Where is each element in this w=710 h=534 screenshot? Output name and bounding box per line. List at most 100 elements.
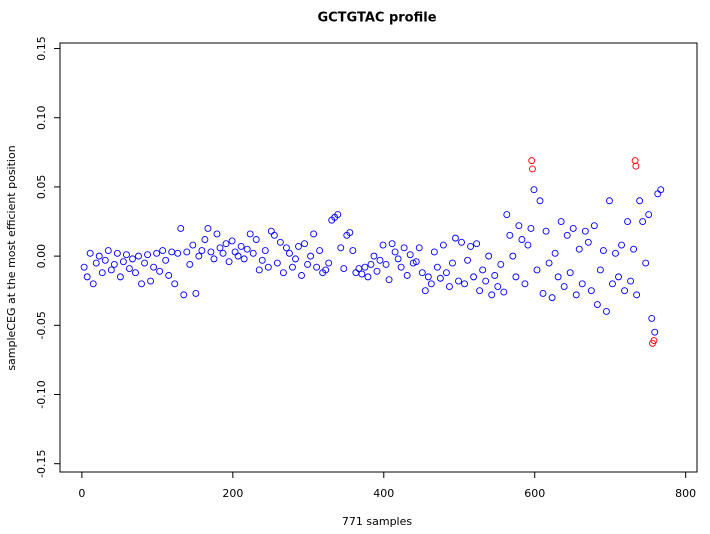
point — [529, 165, 536, 173]
point — [364, 273, 372, 281]
point — [527, 224, 535, 232]
point — [174, 249, 182, 257]
point — [388, 240, 396, 248]
point — [452, 234, 459, 242]
point — [159, 247, 167, 255]
point — [258, 256, 266, 264]
point — [528, 157, 536, 165]
point — [261, 247, 269, 255]
point — [180, 291, 188, 299]
point — [518, 236, 526, 243]
chart-title: GCTGTAC profile — [317, 11, 436, 26]
point — [554, 273, 562, 281]
x-axis-label: 771 samples — [342, 515, 412, 528]
point — [243, 245, 251, 253]
y-tick-label: 0.00 — [35, 244, 48, 269]
point — [361, 263, 369, 271]
point — [630, 245, 638, 253]
point — [642, 259, 650, 267]
point — [367, 260, 375, 268]
point — [548, 294, 556, 302]
point — [584, 238, 592, 246]
point — [249, 249, 257, 257]
point — [219, 249, 227, 257]
point — [113, 249, 121, 257]
point — [107, 266, 115, 274]
y-axis-label: sampleCEG at the most efficient position — [5, 145, 18, 370]
point — [415, 244, 423, 252]
point — [150, 263, 158, 271]
point — [506, 231, 514, 239]
point — [177, 224, 185, 232]
point — [204, 224, 212, 232]
point — [657, 186, 665, 194]
point — [624, 218, 632, 225]
point — [276, 238, 284, 246]
point — [461, 280, 468, 288]
point — [651, 328, 659, 336]
point — [412, 258, 420, 266]
point — [575, 245, 583, 253]
point — [509, 252, 517, 260]
point — [403, 272, 411, 279]
point — [524, 241, 532, 249]
point — [201, 236, 209, 243]
point — [482, 277, 490, 285]
point — [122, 251, 130, 259]
point — [645, 211, 653, 219]
point — [627, 277, 635, 285]
point — [110, 260, 118, 268]
point — [325, 259, 333, 267]
y-tick-label: 0.15 — [35, 36, 48, 61]
point — [86, 249, 94, 257]
point — [313, 263, 321, 271]
point — [424, 273, 432, 281]
point — [497, 260, 505, 268]
point — [95, 252, 103, 260]
point — [252, 236, 260, 243]
x-tick-label: 400 — [373, 487, 394, 500]
point — [135, 252, 142, 260]
point — [512, 273, 520, 281]
point — [491, 272, 499, 279]
point — [621, 287, 628, 295]
point — [615, 273, 622, 281]
point — [633, 291, 641, 299]
point — [322, 266, 330, 274]
point — [207, 248, 215, 256]
point — [430, 248, 438, 256]
point — [186, 260, 194, 268]
point — [379, 241, 387, 249]
point — [116, 273, 124, 281]
point — [503, 211, 511, 219]
point — [599, 247, 607, 255]
point — [273, 259, 281, 267]
point — [394, 255, 402, 263]
point — [298, 272, 305, 279]
point — [596, 266, 604, 274]
point — [83, 273, 91, 281]
point — [198, 247, 206, 255]
point — [171, 280, 179, 288]
point — [125, 265, 133, 273]
point — [98, 269, 106, 277]
point — [572, 291, 580, 299]
x-tick-label: 600 — [524, 487, 545, 500]
point — [195, 252, 203, 260]
point — [183, 248, 191, 256]
point — [560, 283, 568, 291]
point — [539, 290, 547, 297]
point — [406, 251, 414, 259]
point — [569, 224, 577, 232]
point — [346, 229, 354, 237]
point — [334, 211, 342, 219]
point — [639, 218, 647, 225]
point — [304, 260, 312, 268]
point — [310, 230, 318, 238]
point — [295, 242, 302, 250]
point — [606, 197, 613, 205]
point — [156, 267, 164, 275]
x-tick-label: 800 — [675, 487, 696, 500]
point — [228, 237, 236, 245]
y-tick-label: -0.05 — [35, 311, 48, 339]
